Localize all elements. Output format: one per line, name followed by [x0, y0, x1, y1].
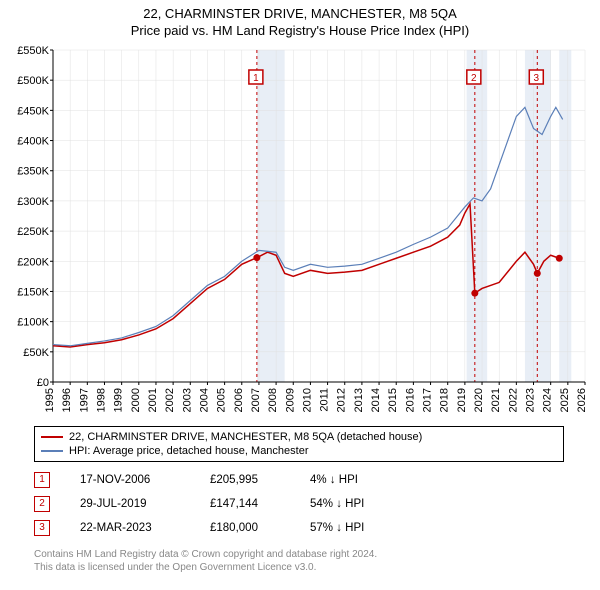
- svg-text:2020: 2020: [473, 388, 485, 412]
- sales-date: 22-MAR-2023: [80, 522, 180, 534]
- svg-text:£350K: £350K: [17, 166, 49, 178]
- legend-swatch: [41, 450, 63, 452]
- svg-text:2014: 2014: [370, 388, 382, 412]
- svg-text:2012: 2012: [336, 388, 348, 412]
- sales-diff: 4% ↓ HPI: [310, 474, 410, 486]
- sales-price: £147,144: [210, 498, 280, 510]
- svg-text:2024: 2024: [542, 388, 554, 412]
- svg-text:1995: 1995: [44, 388, 56, 412]
- chart-svg: 1 2 3 £0 £50K £100K £150K £200K £250K £300K £350K £…: [5, 42, 595, 422]
- sales-diff: 54% ↓ HPI: [310, 498, 410, 510]
- svg-text:1996: 1996: [61, 388, 73, 412]
- footer-line1: Contains HM Land Registry data © Crown c…: [34, 548, 590, 561]
- sales-row: 3 22-MAR-2023 £180,000 57% ↓ HPI: [34, 516, 590, 540]
- svg-text:£400K: £400K: [17, 136, 49, 148]
- svg-text:£250K: £250K: [17, 226, 49, 238]
- page-container: 22, CHARMINSTER DRIVE, MANCHESTER, M8 5Q…: [0, 0, 600, 574]
- svg-text:1998: 1998: [95, 388, 107, 412]
- legend-row: 22, CHARMINSTER DRIVE, MANCHESTER, M8 5Q…: [41, 430, 557, 444]
- legend-label: HPI: Average price, detached house, Manc…: [69, 445, 309, 457]
- svg-text:2017: 2017: [422, 388, 434, 412]
- svg-text:£550K: £550K: [17, 45, 49, 57]
- svg-text:3: 3: [534, 73, 540, 84]
- title-block: 22, CHARMINSTER DRIVE, MANCHESTER, M8 5Q…: [0, 0, 600, 38]
- svg-text:2019: 2019: [456, 388, 468, 412]
- sales-date: 29-JUL-2019: [80, 498, 180, 510]
- footer-line2: This data is licensed under the Open Gov…: [34, 561, 590, 574]
- title-address: 22, CHARMINSTER DRIVE, MANCHESTER, M8 5Q…: [0, 6, 600, 21]
- svg-text:2009: 2009: [284, 388, 296, 412]
- svg-text:2007: 2007: [250, 388, 262, 412]
- svg-text:2023: 2023: [525, 388, 537, 412]
- svg-text:2002: 2002: [164, 388, 176, 412]
- svg-text:£0: £0: [37, 377, 49, 389]
- sales-diff: 57% ↓ HPI: [310, 522, 410, 534]
- sales-row: 1 17-NOV-2006 £205,995 4% ↓ HPI: [34, 468, 590, 492]
- chart: 1 2 3 £0 £50K £100K £150K £200K £250K £300K £350K £…: [5, 42, 595, 422]
- svg-text:2022: 2022: [507, 388, 519, 412]
- svg-text:1997: 1997: [78, 388, 90, 412]
- svg-text:£100K: £100K: [17, 317, 49, 329]
- svg-text:2001: 2001: [147, 388, 159, 412]
- svg-text:2011: 2011: [319, 388, 331, 412]
- legend-swatch: [41, 436, 63, 438]
- title-subtitle: Price paid vs. HM Land Registry's House …: [0, 23, 600, 38]
- svg-text:2015: 2015: [387, 388, 399, 412]
- svg-text:1: 1: [253, 73, 259, 84]
- svg-text:2006: 2006: [233, 388, 245, 412]
- svg-text:2005: 2005: [216, 388, 228, 412]
- sales-row: 2 29-JUL-2019 £147,144 54% ↓ HPI: [34, 492, 590, 516]
- footer: Contains HM Land Registry data © Crown c…: [34, 548, 590, 574]
- svg-text:2016: 2016: [404, 388, 416, 412]
- svg-text:2021: 2021: [490, 388, 502, 412]
- svg-text:2010: 2010: [301, 388, 313, 412]
- svg-text:2025: 2025: [559, 388, 571, 412]
- svg-text:2008: 2008: [267, 388, 279, 412]
- svg-text:1999: 1999: [113, 388, 125, 412]
- svg-text:£50K: £50K: [23, 347, 49, 359]
- sales-table: 1 17-NOV-2006 £205,995 4% ↓ HPI 2 29-JUL-2019…: [34, 468, 590, 540]
- svg-text:2018: 2018: [439, 388, 451, 412]
- sales-marker: 3: [34, 520, 50, 536]
- svg-text:2003: 2003: [181, 388, 193, 412]
- sales-date: 17-NOV-2006: [80, 474, 180, 486]
- legend: 22, CHARMINSTER DRIVE, MANCHESTER, M8 5Q…: [34, 426, 564, 462]
- svg-text:2026: 2026: [576, 388, 588, 412]
- legend-row: HPI: Average price, detached house, Manc…: [41, 444, 557, 458]
- svg-text:£450K: £450K: [17, 105, 49, 117]
- svg-text:2: 2: [471, 73, 477, 84]
- svg-text:£150K: £150K: [17, 286, 49, 298]
- sales-price: £180,000: [210, 522, 280, 534]
- svg-text:£300K: £300K: [17, 196, 49, 208]
- svg-text:2000: 2000: [130, 388, 142, 412]
- sales-price: £205,995: [210, 474, 280, 486]
- svg-text:£500K: £500K: [17, 75, 49, 87]
- svg-text:2004: 2004: [198, 388, 210, 412]
- legend-label: 22, CHARMINSTER DRIVE, MANCHESTER, M8 5Q…: [69, 431, 422, 443]
- sales-marker: 1: [34, 472, 50, 488]
- sales-marker: 2: [34, 496, 50, 512]
- svg-text:£200K: £200K: [17, 256, 49, 268]
- svg-text:2013: 2013: [353, 388, 365, 412]
